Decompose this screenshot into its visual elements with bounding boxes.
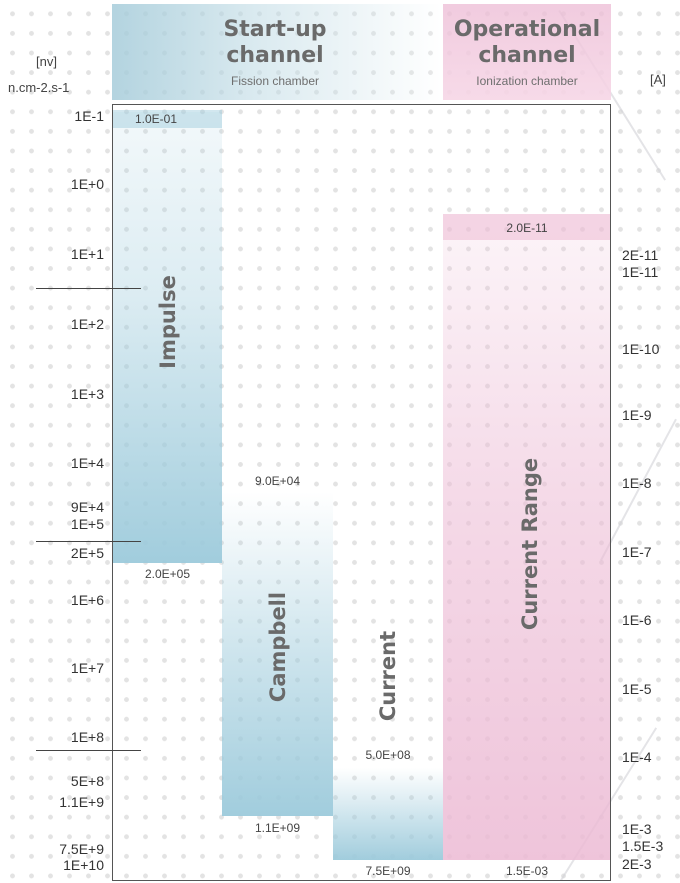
- impulse-label: Impulse: [156, 275, 180, 369]
- tick-line: [36, 750, 141, 751]
- startup-title-line2: channel: [226, 43, 324, 68]
- left-axis-label: 1E+7: [70, 660, 104, 676]
- current-range-top-cap: [443, 214, 611, 240]
- right-axis-label: 1E-7: [622, 544, 652, 560]
- right-axis-label: 1E-11: [622, 264, 659, 280]
- right-axis-label: 1E-10: [622, 341, 660, 357]
- campbell-range-bar: [222, 492, 333, 816]
- left-axis-label: 2E+5: [70, 545, 104, 561]
- right-unit: [A]: [650, 72, 666, 87]
- right-axis-label: 1E-5: [622, 681, 652, 697]
- right-axis-label: 2E-3: [622, 856, 652, 872]
- left-axis-label: 7.5E+9: [59, 841, 104, 857]
- startup-title-line1: Start-up: [223, 17, 327, 42]
- current-range-label: Current Range: [518, 457, 542, 631]
- left-axis-label: 1E+4: [70, 455, 104, 471]
- left-axis-label: 1E+2: [70, 316, 104, 332]
- startup-channel-header: [112, 4, 442, 100]
- current-range-pink-bar: [443, 214, 611, 860]
- left-axis-label: 9E+4: [70, 499, 104, 515]
- operational-title-line2: channel: [478, 43, 576, 68]
- left-axis-label: 1E+0: [70, 176, 104, 192]
- current-range-bottom-value: 1.5E-03: [505, 864, 549, 878]
- left-unit-bottom: n.cm-2.s-1: [8, 80, 70, 95]
- left-axis-label: 1E+5: [70, 516, 104, 532]
- campbell-label: Campbell: [266, 591, 290, 703]
- left-unit-top: [nv]: [36, 54, 57, 69]
- left-axis-label: 1E+6: [70, 592, 104, 608]
- left-axis-label: 1.1E+9: [59, 794, 104, 810]
- right-axis-label: 1.5E-3: [622, 838, 664, 854]
- impulse-range-bar: [113, 112, 222, 563]
- tick-line: [36, 541, 141, 542]
- tick-line: [36, 288, 141, 289]
- left-axis-label: 1E+10: [63, 857, 104, 873]
- campbell-bottom-value: 1.1E+09: [254, 821, 301, 835]
- impulse-bottom-value: 2.0E+05: [144, 567, 191, 581]
- impulse-top-cap: [113, 110, 222, 128]
- operational-subtitle: Ionization chamber: [476, 74, 578, 88]
- operational-channel-header: [443, 4, 611, 100]
- impulse-top-value: 1.0E-01: [135, 112, 178, 126]
- right-axis-label: 1E-6: [622, 612, 652, 628]
- startup-subtitle: Fission chamber: [230, 74, 320, 88]
- operational-title-line1: Operational: [453, 17, 601, 42]
- right-axis-label: 1E-8: [622, 475, 652, 491]
- current-label: Current: [376, 630, 400, 722]
- left-axis-label: 5E+8: [70, 773, 104, 789]
- right-axis-label: 1E-4: [622, 749, 652, 765]
- left-axis-label: 1E+3: [70, 386, 104, 402]
- right-axis-label: 2E-11: [622, 247, 659, 263]
- left-axis-label: 1E+8: [70, 729, 104, 745]
- current-range-bar-blue: [333, 768, 443, 860]
- left-axis-label: 1E-1: [74, 108, 104, 124]
- right-axis-label: 1E-9: [622, 407, 652, 423]
- chart-frame: [112, 104, 611, 881]
- campbell-top-value: 9.0E+04: [254, 474, 301, 488]
- right-axis-label: 1E-3: [622, 821, 652, 837]
- current-bottom-value: 7.5E+09: [365, 864, 411, 878]
- current-range-top-value: 2.0E-11: [506, 221, 548, 235]
- current-top-value: 5.0E+08: [365, 748, 411, 762]
- left-axis-label: 1E+1: [70, 246, 104, 262]
